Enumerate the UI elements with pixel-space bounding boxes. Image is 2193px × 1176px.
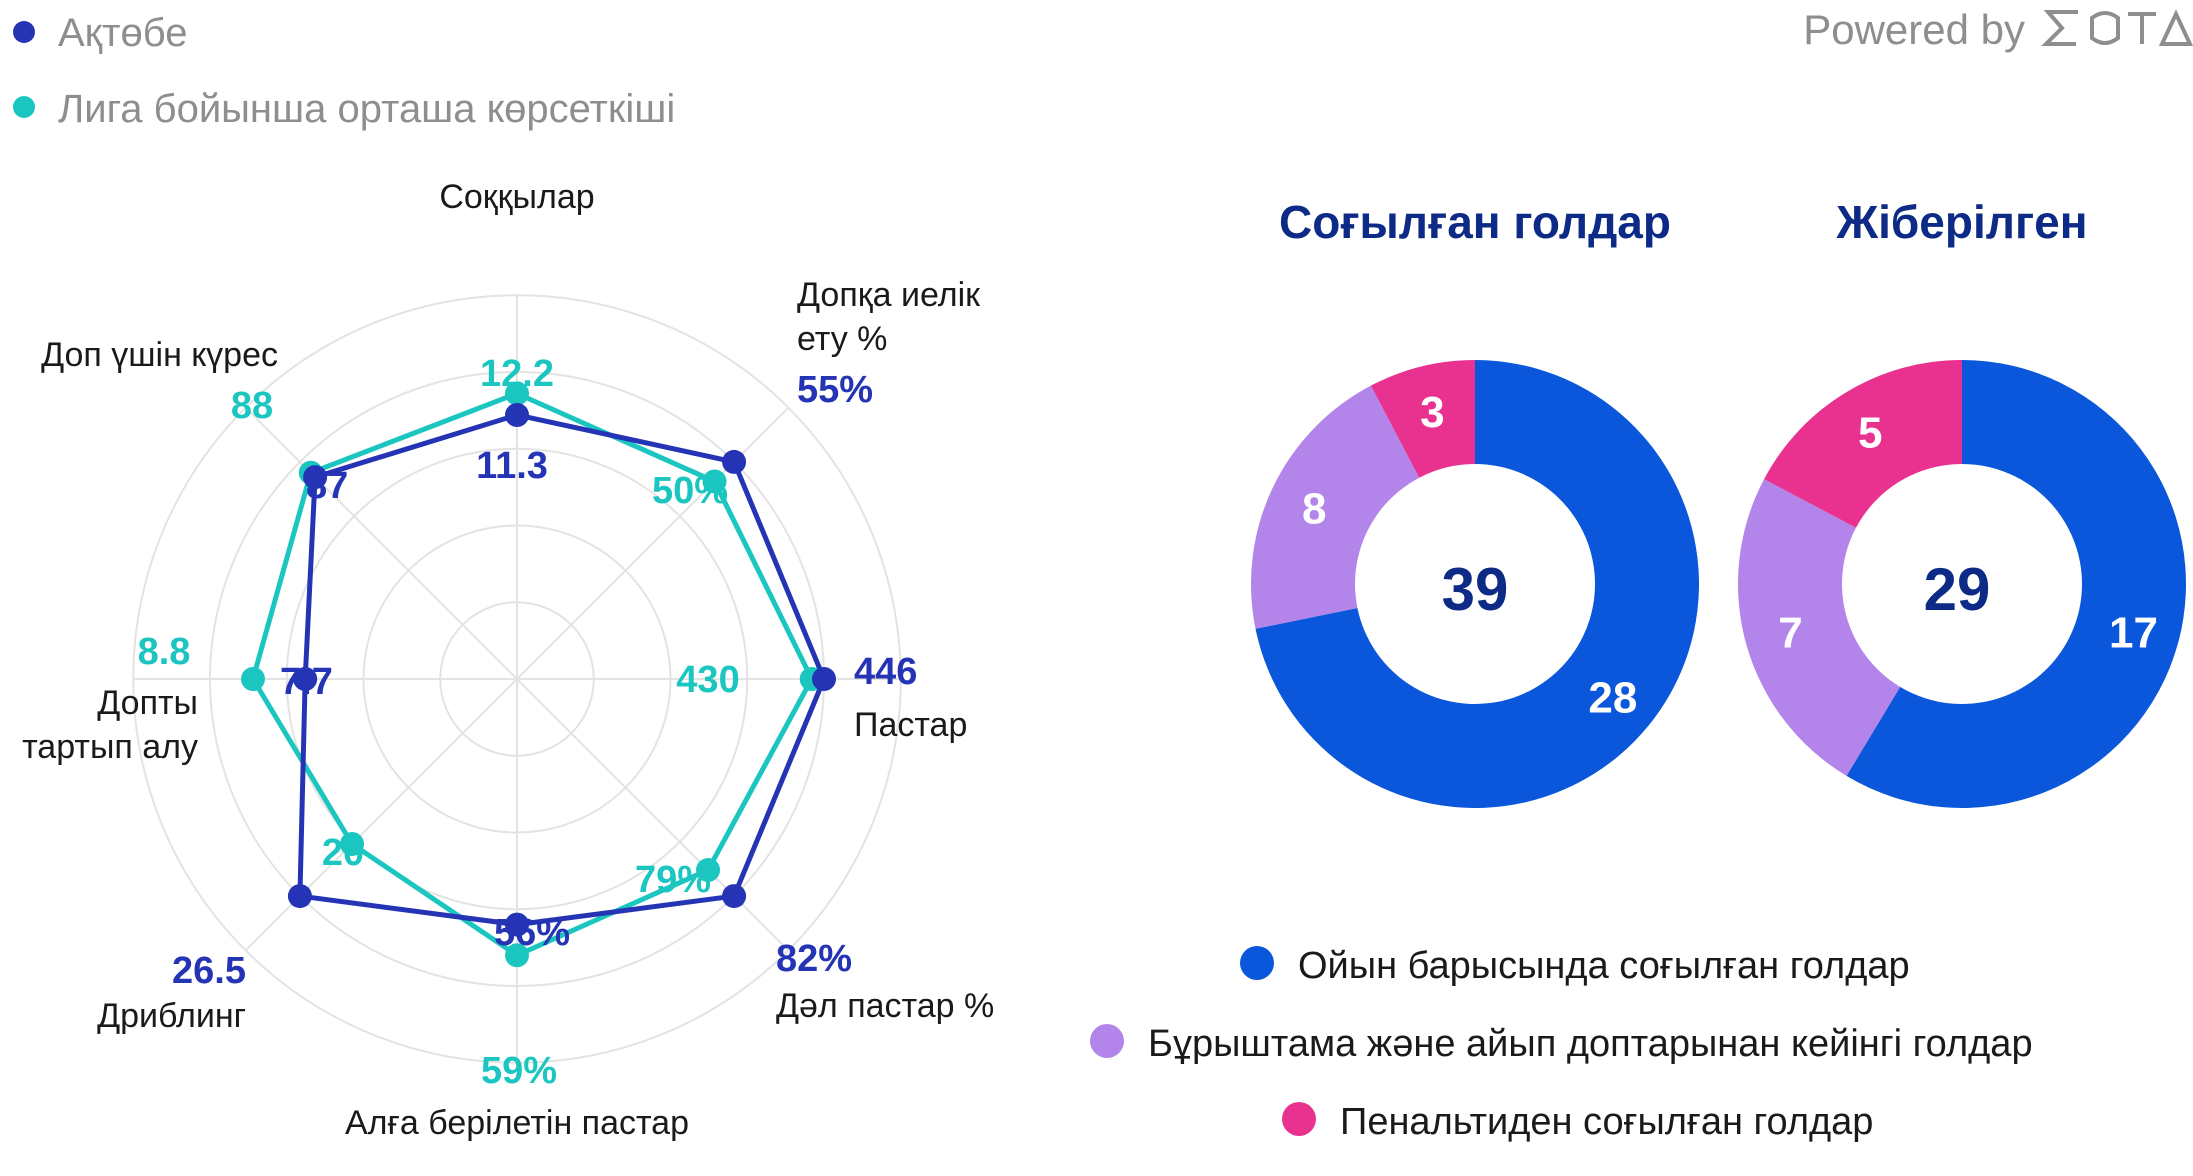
league-point — [240, 667, 265, 691]
league-value-label: 50% — [652, 470, 728, 512]
team-point — [722, 449, 747, 474]
league-value-label: 12.2 — [480, 353, 554, 395]
axis-label: Доп үшін күрес — [41, 336, 278, 374]
legend-label-league: Лига бойынша орташа көрсеткіші — [58, 87, 675, 131]
team-value-label: 446 — [854, 651, 917, 693]
goal-type-legend: Ойын барысында соғылған голдар Бұрыштама… — [1090, 945, 2033, 1143]
axis-label: Дриблинг — [97, 997, 246, 1035]
legend-marker-league — [13, 96, 35, 118]
league-value-label: 79% — [635, 859, 711, 901]
radar-chart: Соққылар 11.3 12.2 Допқа иелік ету % 55% 50% Па… — [22, 178, 994, 1142]
axis-label: Допты тартып алу — [22, 684, 198, 766]
league-value-label: 59% — [481, 1050, 557, 1092]
league-value-label: 20 — [322, 832, 364, 874]
legend-label-set-piece: Бұрыштама және айып доптарынан кейінгі г… — [1148, 1023, 2033, 1065]
team-point — [812, 667, 836, 691]
legend-marker-open-play — [1240, 946, 1274, 980]
scored-slice-set-piece — [1251, 385, 1420, 629]
scored-slice-label: 3 — [1420, 388, 1444, 437]
conceded-slice-label: 5 — [1858, 408, 1882, 457]
axis-label: Алға берілетін пастар — [345, 1104, 689, 1142]
axis-label: Допқа иелік ету % — [797, 276, 981, 358]
league-point — [505, 943, 529, 968]
scored-slice-label: 8 — [1302, 485, 1326, 534]
team-point — [303, 465, 328, 490]
team-value-label: 82% — [776, 938, 852, 980]
sota-logo — [2041, 9, 2193, 46]
legend-label-open-play: Ойын барысында соғылған голдар — [1298, 945, 1910, 987]
legend-label-penalty: Пенальтиден соғылған голдар — [1340, 1101, 1873, 1143]
powered-by: Powered by — [1803, 6, 2193, 53]
team-value-label: 26.5 — [172, 950, 246, 992]
league-value-label: 8.8 — [138, 631, 191, 673]
conceded-slice-label: 17 — [2109, 609, 2158, 658]
conceded-slice-open-play — [1846, 360, 2186, 808]
team-point — [293, 667, 318, 691]
team-value-label: 7.7 — [280, 661, 333, 703]
team-series-line — [297, 412, 827, 928]
conceded-slice-set-piece — [1738, 479, 1901, 776]
axis-label: Пастар — [854, 706, 967, 744]
scored-slice-open-play — [1255, 360, 1700, 808]
radar-points — [240, 381, 836, 968]
team-point — [722, 884, 747, 909]
conceded-slice-penalty — [1764, 360, 1962, 528]
radar-grid-spoke — [244, 678, 518, 952]
radar-grid-spoke — [244, 406, 518, 680]
legend-marker-set-piece — [1090, 1024, 1124, 1058]
scored-goals-title: Соғылған голдар — [1279, 196, 1671, 248]
axis-label: Соққылар — [439, 178, 594, 216]
team-value-label: 55% — [797, 369, 873, 411]
conceded-goals-title: Жіберілген — [1836, 196, 2088, 248]
radar-grid-spoke — [516, 406, 790, 680]
team-value-label: 87 — [306, 465, 348, 507]
team-point — [505, 402, 529, 427]
scored-goals-donut: 28 8 3 — [1251, 360, 1700, 808]
powered-by-text: Powered by — [1803, 6, 2025, 53]
legend-marker-team — [13, 21, 35, 43]
league-point — [702, 469, 727, 494]
radar-grid-spoke — [516, 678, 790, 952]
team-point — [287, 884, 312, 909]
axis-label: Дәл пастар % — [776, 987, 994, 1025]
scored-goals-total: 39 — [1442, 556, 1509, 623]
team-value-label: 56% — [494, 912, 570, 954]
conceded-goals-total: 29 — [1924, 556, 1991, 623]
legend-label-team: Ақтөбе — [58, 11, 187, 55]
league-point — [505, 381, 529, 406]
league-point — [340, 831, 365, 856]
scored-slice-label: 28 — [1588, 674, 1637, 723]
league-value-label: 88 — [231, 385, 273, 427]
scored-slice-penalty — [1370, 360, 1475, 478]
league-point — [696, 858, 721, 883]
radar-labels: Соққылар 11.3 12.2 Допқа иелік ету % 55% 50% Па… — [22, 178, 994, 1142]
team-point — [505, 912, 529, 937]
team-value-label: 11.3 — [476, 445, 548, 487]
radar-legend: Ақтөбе Лига бойынша орташа көрсеткіші — [13, 11, 675, 131]
legend-marker-penalty — [1282, 1102, 1316, 1136]
conceded-slice-label: 7 — [1778, 609, 1802, 658]
league-value-label: 430 — [676, 659, 739, 701]
